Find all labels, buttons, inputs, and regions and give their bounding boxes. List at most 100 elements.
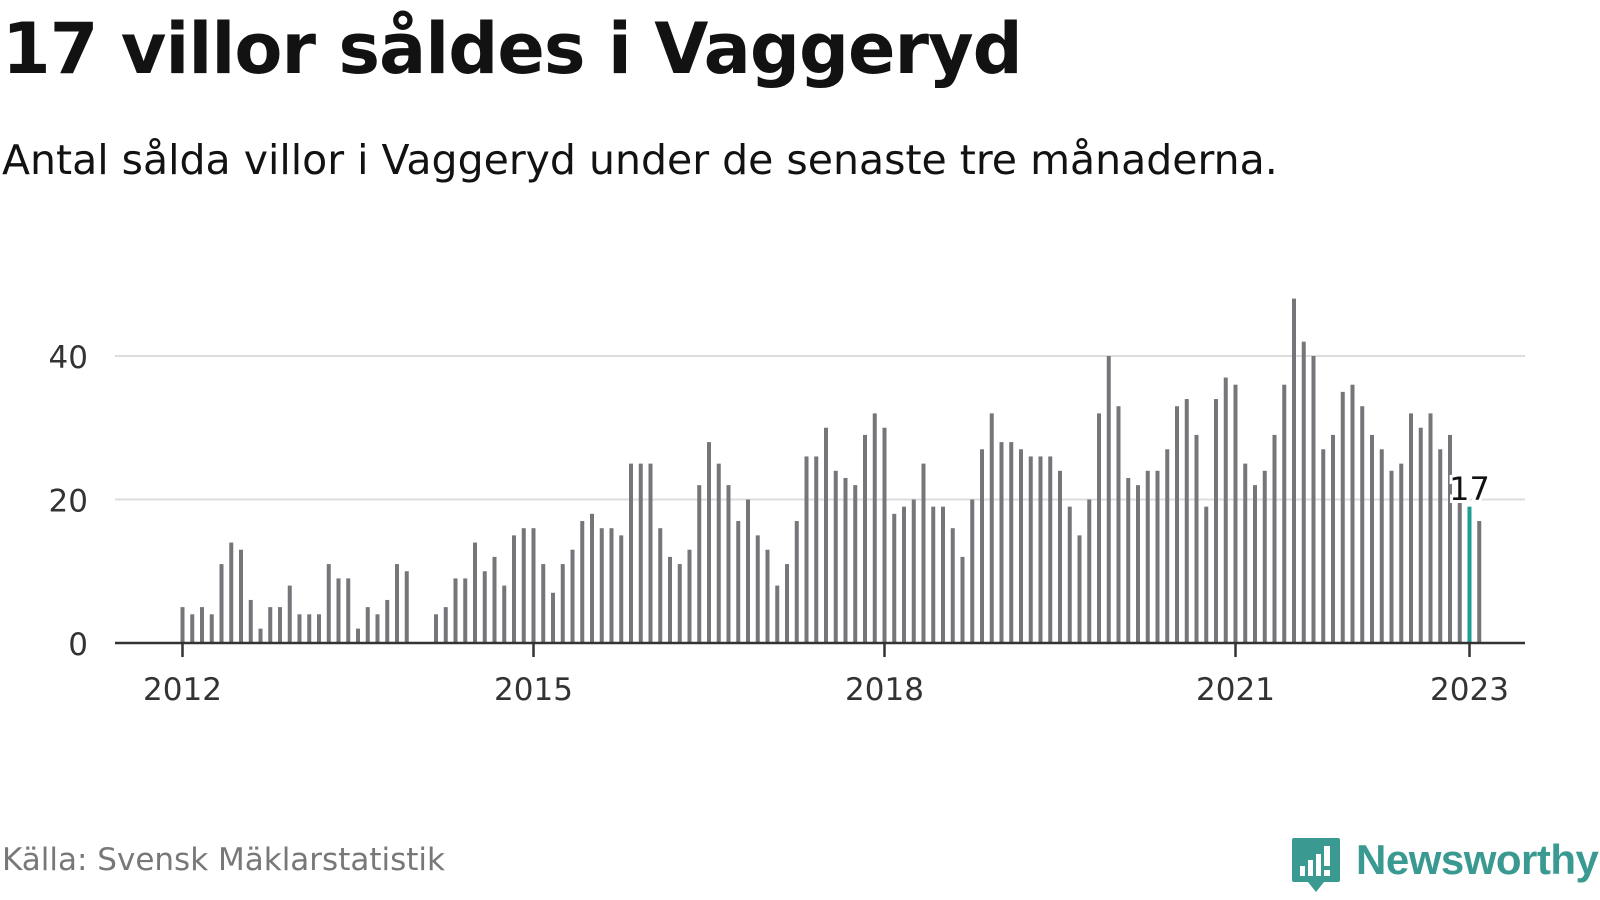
bar <box>278 607 282 643</box>
brand-name: Newsworthy <box>1356 836 1599 883</box>
bar <box>482 571 487 643</box>
bar <box>502 585 507 643</box>
bar <box>902 506 906 643</box>
bar <box>1292 298 1296 643</box>
x-tick-label: 2018 <box>845 672 924 708</box>
bar <box>746 499 750 643</box>
bar <box>1145 470 1150 643</box>
bar <box>580 521 585 643</box>
bar <box>609 528 614 643</box>
bar <box>443 607 448 643</box>
bar <box>1009 442 1014 643</box>
bar <box>356 628 360 643</box>
bar <box>1106 356 1111 643</box>
bar <box>1243 463 1248 643</box>
bar <box>1214 399 1218 643</box>
tick-labels: 0 20 40 17 2012 2015 2018 2021 2023 <box>49 340 1509 708</box>
bar <box>1253 485 1257 643</box>
chart-subtitle: Antal sålda villor i Vaggeryd under de s… <box>2 136 1278 184</box>
highlight-value-label: 17 <box>1449 470 1490 508</box>
brand-logo-block: Newsworthy <box>1290 836 1599 900</box>
bar <box>1175 406 1179 643</box>
bar <box>1067 506 1072 643</box>
bar <box>755 535 760 643</box>
bar <box>648 463 653 643</box>
bar <box>1272 434 1277 643</box>
bar <box>268 607 273 643</box>
bar <box>824 427 828 643</box>
axes <box>115 641 1525 657</box>
y-tick-label: 20 <box>49 484 88 520</box>
bar <box>921 463 926 643</box>
bar <box>1058 470 1062 643</box>
bar <box>375 614 380 643</box>
bar <box>638 463 643 643</box>
bar <box>1457 485 1462 643</box>
bar <box>1399 463 1404 643</box>
bar <box>941 506 945 643</box>
bar <box>385 599 390 643</box>
bar <box>1321 449 1326 643</box>
bar <box>1155 470 1160 643</box>
bar <box>599 528 604 643</box>
bar <box>1184 399 1189 643</box>
bar <box>1204 506 1209 643</box>
bar <box>248 599 253 643</box>
bar <box>1019 449 1023 643</box>
bar <box>677 564 682 643</box>
bar <box>365 607 370 643</box>
bar <box>1409 413 1413 643</box>
bar <box>882 427 887 643</box>
bar <box>1087 499 1092 643</box>
bar <box>1438 449 1443 643</box>
bar <box>950 528 955 643</box>
bar <box>804 456 809 643</box>
bar <box>853 485 858 643</box>
bar <box>297 614 302 643</box>
bar <box>531 528 536 643</box>
bar <box>570 549 575 643</box>
newsworthy-logo-icon <box>1292 838 1340 892</box>
bar <box>200 607 204 643</box>
bar <box>229 542 234 643</box>
bar <box>999 442 1004 643</box>
bar <box>492 556 497 643</box>
bar <box>843 477 848 643</box>
bar <box>911 499 916 643</box>
bar <box>1028 456 1033 643</box>
bar <box>1370 434 1374 643</box>
bar <box>1233 384 1238 643</box>
bar <box>980 449 984 643</box>
bar <box>794 521 799 643</box>
bar <box>590 513 594 643</box>
bar <box>209 614 214 643</box>
bar <box>736 521 741 643</box>
bar <box>346 578 351 643</box>
bar <box>239 549 243 643</box>
bar <box>1048 456 1053 643</box>
bar <box>1311 356 1316 643</box>
y-tick-label: 0 <box>68 627 88 663</box>
bar <box>190 614 195 643</box>
bar <box>1194 434 1199 643</box>
bar <box>1301 341 1306 643</box>
bar <box>512 535 516 643</box>
bar <box>1477 521 1482 643</box>
bar <box>219 564 224 643</box>
bar <box>931 506 936 643</box>
bar <box>814 456 819 643</box>
source-note: Källa: Svensk Mäklarstatistik <box>2 842 445 878</box>
bar <box>287 585 292 643</box>
bar <box>541 564 546 643</box>
bar <box>336 578 341 643</box>
bar <box>892 513 897 643</box>
bar <box>1428 413 1433 643</box>
bar <box>1350 384 1355 643</box>
bar <box>1097 413 1101 643</box>
bar <box>1077 535 1082 643</box>
bar <box>775 585 780 643</box>
x-tick-label: 2023 <box>1430 672 1509 708</box>
bar <box>258 628 263 643</box>
bar <box>326 564 331 643</box>
bar <box>473 542 477 643</box>
